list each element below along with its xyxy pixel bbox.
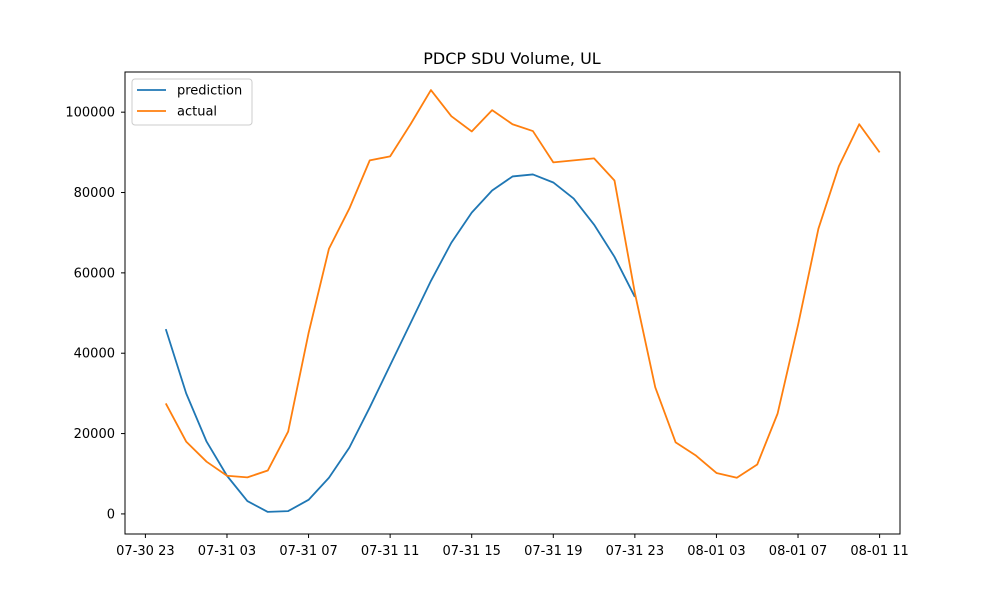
plot-frame: [124, 71, 901, 535]
chart-title: PDCP SDU Volume, UL: [423, 49, 601, 68]
legend-label-actual: actual: [177, 105, 217, 120]
x-tick-label: 07-31 03: [198, 544, 256, 559]
legend: prediction actual: [131, 78, 253, 126]
series-line-prediction: [164, 173, 636, 513]
x-tick-label: 07-30 23: [116, 544, 174, 559]
x-tick-label: 08-01 03: [687, 544, 745, 559]
x-tick-label: 08-01 07: [769, 544, 827, 559]
y-axis: 0 20000 40000 60000 80000 100000: [65, 106, 125, 522]
x-tick-label: 07-31 19: [524, 544, 582, 559]
x-tick-label: 07-31 23: [606, 544, 664, 559]
series-line-actual: [164, 89, 881, 479]
y-tick-label: 20000: [74, 427, 115, 442]
y-tick-label: 100000: [65, 106, 115, 121]
x-tick-label: 07-31 11: [361, 544, 419, 559]
series-layer: [164, 89, 881, 513]
x-axis: 07-30 23 07-31 03 07-31 07 07-31 11 07-31 15…: [116, 534, 909, 559]
x-tick-label: 07-31 07: [279, 544, 337, 559]
legend-label-prediction: prediction: [177, 84, 242, 99]
x-tick-label: 07-31 15: [442, 544, 500, 559]
y-tick-label: 0: [107, 507, 115, 522]
x-tick-label: 08-01 11: [850, 544, 908, 559]
y-tick-label: 80000: [74, 186, 115, 201]
y-tick-label: 40000: [74, 347, 115, 362]
y-tick-label: 60000: [74, 266, 115, 281]
